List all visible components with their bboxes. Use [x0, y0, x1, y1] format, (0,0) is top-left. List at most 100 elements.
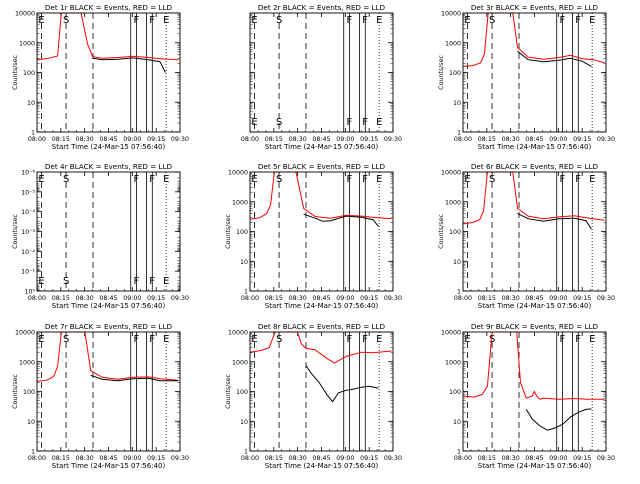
x-tick-label: 09:00 [336, 136, 354, 143]
x-tick-label: 09:30 [171, 455, 189, 462]
event-marker-label-top: E [251, 174, 257, 185]
x-tick-label: 08:15 [265, 136, 283, 143]
x-tick-label: 08:00 [454, 136, 472, 143]
x-tick-label: 09:00 [123, 455, 141, 462]
event-marker-label-bottom: E [38, 276, 44, 287]
x-axis-label: Start Time (24-Mar-15 07:56:40) [478, 462, 592, 470]
events-series-line [303, 213, 379, 227]
x-tick-label: 09:00 [336, 295, 354, 302]
event-marker-label-top: F [134, 334, 140, 345]
y-tick-label: 1 [31, 449, 35, 456]
event-marker-label-top: S [276, 15, 282, 26]
x-tick-label: 08:45 [525, 295, 543, 302]
y-tick-label: 10 [240, 419, 248, 426]
event-marker-label-top: E [251, 334, 257, 345]
x-tick-label: 08:30 [502, 295, 520, 302]
event-marker-label-bottom: E [163, 276, 169, 287]
x-tick-label: 09:15 [573, 136, 591, 143]
y-axis-label: Counts/sec [12, 214, 19, 249]
y-tick-label: 10 [453, 100, 461, 107]
y-tick-label: 100 [236, 389, 248, 396]
x-tick-label: 08:45 [525, 455, 543, 462]
event-marker-label-top: E [376, 334, 382, 345]
x-tick-label: 08:15 [478, 136, 496, 143]
plot-frame [462, 331, 607, 452]
x-tick-label: 08:15 [265, 295, 283, 302]
plot-frame [462, 171, 607, 292]
y-tick-label: 1 [244, 289, 248, 296]
y-tick-label: 1000 [232, 199, 248, 206]
x-tick-label: 08:15 [478, 455, 496, 462]
event-marker-label-top: E [251, 15, 257, 26]
x-tick-label: 09:30 [384, 455, 402, 462]
event-marker-label-top: F [560, 334, 566, 345]
x-tick-label: 08:30 [76, 295, 94, 302]
event-marker-label-bottom: S [276, 117, 282, 128]
x-tick-label: 09:15 [360, 136, 378, 143]
x-tick-label: 09:30 [384, 136, 402, 143]
x-tick-label: 08:00 [28, 455, 46, 462]
event-marker-label-top: S [276, 334, 282, 345]
event-marker-label-bottom: F [362, 117, 368, 128]
detector-panel-4: Det 4r BLACK = Events, RED = LLDEESSFFFF… [12, 162, 189, 310]
x-tick-label: 09:15 [147, 295, 165, 302]
event-marker-label-top: E [163, 174, 169, 185]
y-tick-label: 10⁻⁵ [21, 189, 35, 196]
plot-frame [249, 12, 394, 133]
detector-panel-2: Det 2r BLACK = Events, RED = LLDEESSFFFF… [241, 3, 402, 151]
y-tick-label: 10⁻³ [21, 229, 35, 236]
event-marker-label-top: F [149, 15, 155, 26]
events-series-line [305, 365, 379, 403]
event-marker-label-top: F [362, 174, 368, 185]
y-tick-label: 10 [453, 259, 461, 266]
plot-frame [249, 331, 394, 452]
x-tick-label: 09:00 [549, 455, 567, 462]
lld-series-line [250, 171, 392, 220]
event-marker-label-top: F [149, 174, 155, 185]
event-marker-label-bottom: S [63, 276, 69, 287]
event-marker-label-top: E [464, 174, 470, 185]
event-marker-label-top: E [464, 15, 470, 26]
event-marker-label-top: E [376, 174, 382, 185]
x-axis-label: Start Time (24-Mar-15 07:56:40) [265, 143, 379, 151]
event-marker-label-top: F [575, 15, 581, 26]
x-tick-label: 09:30 [597, 136, 615, 143]
x-tick-label: 09:30 [597, 295, 615, 302]
event-marker-label-top: E [163, 334, 169, 345]
y-tick-label: 10000 [15, 330, 35, 337]
event-marker-label-bottom: F [347, 117, 353, 128]
event-marker-label-top: F [347, 334, 353, 345]
y-tick-label: 100 [23, 70, 35, 77]
x-tick-label: 08:30 [76, 136, 94, 143]
x-tick-label: 08:00 [454, 455, 472, 462]
x-tick-label: 08:45 [99, 295, 117, 302]
event-marker-label-top: E [163, 15, 169, 26]
x-tick-label: 08:45 [312, 136, 330, 143]
event-marker-label-top: S [63, 15, 69, 26]
lld-series-line [37, 12, 179, 61]
panel-title: Det 7r BLACK = Events, RED = LLD [45, 322, 173, 331]
x-tick-label: 09:30 [171, 136, 189, 143]
plot-frame [249, 171, 394, 292]
event-marker-label-top: E [38, 334, 44, 345]
panel-title: Det 4r BLACK = Events, RED = LLD [45, 162, 173, 171]
lld-series-line [250, 331, 392, 364]
events-series-line [525, 408, 592, 431]
event-marker-label-top: F [362, 334, 368, 345]
y-tick-label: 10000 [441, 330, 461, 337]
x-tick-label: 08:45 [312, 455, 330, 462]
plot-frame [36, 12, 181, 133]
event-marker-label-top: E [589, 334, 595, 345]
event-marker-label-top: F [575, 334, 581, 345]
events-series-line [517, 50, 592, 67]
lld-series-line [463, 12, 605, 67]
y-tick-label: 10⁰ [24, 289, 35, 296]
y-tick-label: 1 [244, 449, 248, 456]
event-marker-label-top: F [347, 174, 353, 185]
y-tick-label: 10000 [15, 11, 35, 18]
x-tick-label: 08:15 [52, 295, 70, 302]
